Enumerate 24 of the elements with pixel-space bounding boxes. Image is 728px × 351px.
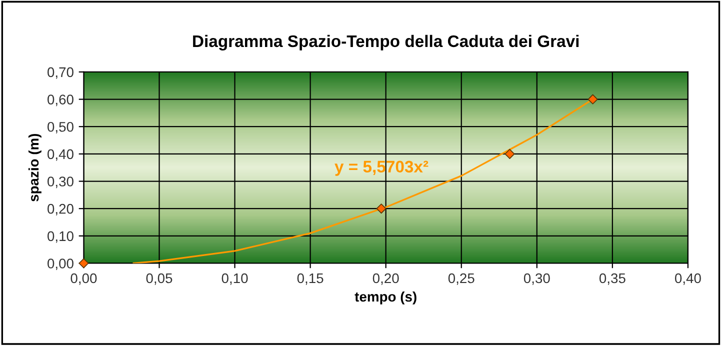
x-tick-label: 0,20	[372, 273, 399, 285]
y-tick-label: 0,00	[48, 258, 74, 270]
point	[78, 258, 89, 268]
x-axis-title: tempo (s)	[354, 291, 416, 304]
point	[588, 94, 598, 104]
x-tick-label: 0,30	[524, 273, 550, 285]
point	[376, 204, 386, 214]
x-tick-label: 0,10	[222, 273, 248, 285]
x-tick-label: 0,15	[297, 273, 324, 285]
x-tick-label: 0,05	[146, 273, 172, 285]
y-tick-label: 0,50	[48, 122, 74, 134]
x-tick-label: 0,25	[448, 273, 474, 285]
y-tick-label: 0,30	[48, 176, 74, 188]
x-tick-label: 0,00	[70, 273, 97, 285]
y-tick-label: 0,70	[48, 67, 74, 79]
y-tick-label: 0,40	[48, 149, 74, 161]
x-tick-label: 0,40	[674, 273, 701, 285]
x-tick-label: 0,35	[599, 273, 626, 285]
y-axis-title: spazio (m)	[28, 134, 42, 202]
y-tick-label: 0,10	[48, 231, 74, 243]
y-tick-label: 0,60	[48, 94, 74, 106]
y-tick-label: 0,20	[48, 204, 74, 216]
chart-title: Diagramma Spazio-Tempo della Caduta dei Gravi	[193, 34, 579, 50]
point	[504, 148, 515, 159]
